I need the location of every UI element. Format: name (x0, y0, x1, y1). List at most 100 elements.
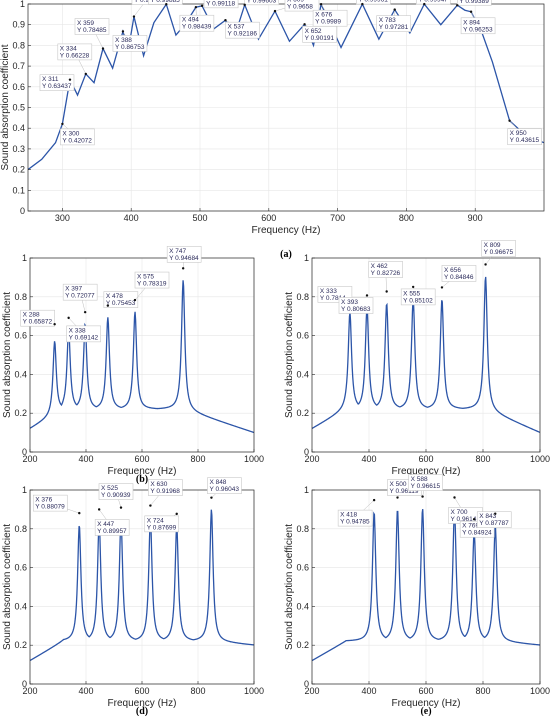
datatip-x: X 462 (371, 263, 388, 270)
datatip-x: X 769 (462, 523, 479, 530)
x-tick-label: 600 (134, 686, 149, 696)
datatip-x: X 333 (320, 288, 337, 295)
x-tick-label: 600 (134, 454, 149, 464)
datatip-marker (396, 496, 399, 499)
datatip-y: Y 0.84846 (444, 274, 474, 281)
datatip-y: Y 0.9658 (287, 4, 313, 11)
datatip-box (98, 483, 134, 500)
datatip-marker (53, 323, 56, 326)
chart-a: 300 400 500 600 700 800 900 0 0.1 0.2 0.3 0.4 0.5 0.6… (0, 0, 545, 260)
datatip-y: Y 0.99885 (150, 0, 180, 4)
datatip-box (356, 0, 391, 5)
y-tick-label: 0.8 (14, 524, 27, 534)
y-tick-label: 0.4 (296, 369, 309, 379)
datatip-marker (494, 512, 497, 515)
chart-e: 200 400 600 800 1000 0 0.2 0.4 0.6 0.8 1 Frequency … (284, 474, 550, 716)
datatip-y: Y 0.63437 (42, 83, 72, 90)
datatip-x: X 676 (315, 12, 332, 19)
datatip-y: Y 0.99947 (418, 0, 448, 4)
datatip-box (476, 511, 512, 528)
datatip-marker (67, 316, 70, 320)
datatip-box (112, 35, 148, 52)
datatip-y: Y 0.75453 (106, 300, 136, 307)
datatip-x: X 724 (147, 517, 164, 524)
datatip-box (207, 477, 242, 494)
datatip-y: Y 0.7814 (320, 295, 346, 302)
x-axis-label: Frequency (Hz) (108, 698, 177, 709)
datatip-box (441, 265, 477, 282)
datatip-box (400, 288, 436, 306)
datatip-x: X 311 (42, 76, 59, 83)
datatip-x: X 338 (69, 327, 86, 334)
datatip-marker (319, 3, 323, 6)
datatip-box (148, 479, 183, 496)
datatip-x: X 555 (403, 290, 420, 297)
datatip-marker (472, 518, 476, 521)
datatip-y: Y 0.85102 (403, 297, 433, 304)
x-tick-label: 300 (55, 213, 70, 223)
y-tick-label: 0 (22, 447, 27, 457)
datatip-y: Y 0.97281 (379, 24, 409, 31)
datatip-x: X 494 (182, 17, 199, 24)
y-tick-label: 0.8 (14, 292, 27, 302)
datatip-y: Y 0.43615 (510, 137, 540, 144)
x-tick-label: 800 (399, 213, 414, 223)
panel-label: (a) (280, 249, 292, 260)
datatip-y: Y 0.99389 (459, 0, 489, 5)
y-tick-label: 0.6 (12, 82, 25, 92)
x-tick-label: 900 (468, 213, 483, 223)
x-tick-label: 800 (190, 686, 205, 696)
datatip-box (94, 519, 130, 536)
datatip-marker (365, 294, 369, 297)
x-tick-label: 1000 (530, 454, 550, 464)
y-tick-label: 0.4 (14, 369, 27, 379)
datatip-marker (372, 498, 376, 502)
datatip: X 565Y 0.99603 (243, 0, 280, 7)
datatip-marker (68, 78, 72, 81)
datatip-y: Y 0.89957 (97, 528, 127, 535)
chart-b: 200 400 600 800 1000 0 0.2 0.4 0.6 0.8 1 Frequency … (2, 246, 264, 485)
datatip-x: X 747 (169, 248, 186, 255)
datatip-y: Y 0.94785 (340, 519, 370, 526)
datatip-y: Y 0.66228 (60, 52, 90, 59)
datatip-box (368, 261, 403, 278)
y-tick-label: 0.4 (12, 123, 25, 133)
datatip-box (337, 509, 373, 527)
y-tick-label: 0.2 (12, 165, 25, 175)
y-tick-label: 0.5 (12, 103, 25, 113)
datatip-marker (303, 23, 306, 26)
datatip-marker (484, 263, 487, 266)
x-tick-label: 400 (124, 213, 139, 223)
series-line (30, 280, 254, 434)
x-tick-label: 200 (304, 686, 319, 696)
datatip-y: Y 0.94684 (169, 255, 199, 262)
y-tick-label: 1 (304, 485, 309, 495)
datatip-x: X 388 (115, 37, 132, 44)
datatip-x: X 843 (479, 513, 496, 520)
panel-label: (d) (136, 706, 148, 716)
y-tick-label: 0.8 (296, 292, 309, 302)
y-tick-label: 0.6 (14, 563, 27, 573)
datatip: X 874Y 0.99389 (456, 0, 492, 7)
datatip-x: X 656 (444, 267, 461, 274)
datatip-y: Y 0.96675 (484, 249, 514, 256)
datatip-marker (385, 290, 388, 293)
datatip-marker (200, 4, 204, 8)
datatip-x: X 393 (341, 299, 358, 306)
x-tick-label: 1000 (244, 686, 264, 696)
x-tick-label: 200 (304, 454, 319, 464)
datatip-y: Y 0.69142 (69, 334, 99, 341)
datatip-x: X 478 (106, 293, 123, 300)
datatip-marker (453, 496, 456, 499)
datatip-y: Y 0.87787 (479, 520, 509, 527)
chart-d: 200 400 600 800 1000 0 0.2 0.4 0.6 0.8 1 Frequency … (2, 477, 264, 716)
